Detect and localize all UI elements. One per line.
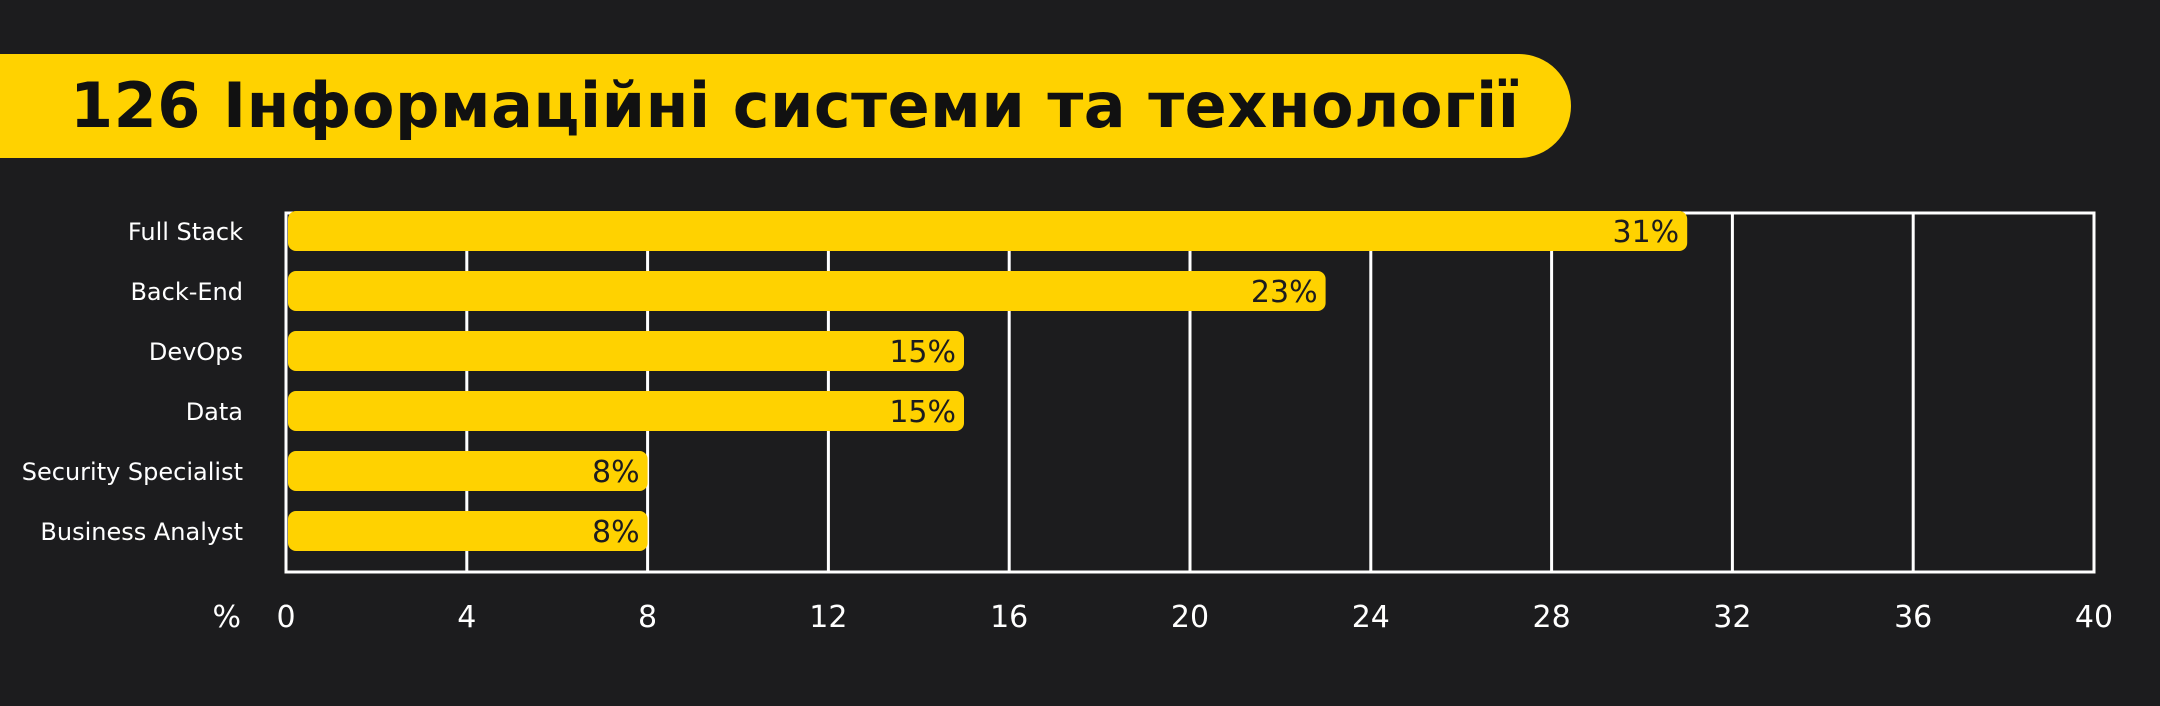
x-tick-label: 4 xyxy=(457,600,476,635)
x-tick-label: 28 xyxy=(1533,600,1571,635)
x-tick-label: 8 xyxy=(638,600,657,635)
x-axis-label: % xyxy=(212,600,241,635)
bar xyxy=(288,331,964,371)
bar-value-label: 23% xyxy=(1251,275,1318,310)
bar-value-label: 31% xyxy=(1613,215,1680,250)
bar-value-label: 8% xyxy=(592,515,640,550)
category-label: Business Analyst xyxy=(40,518,243,546)
x-tick-label: 20 xyxy=(1171,600,1209,635)
page-title: 126 Інформаційні системи та технології xyxy=(70,69,1520,142)
category-label: Back-End xyxy=(130,278,243,306)
x-tick-label: 24 xyxy=(1352,600,1390,635)
bar-value-label: 15% xyxy=(889,395,956,430)
bar xyxy=(288,391,964,431)
x-tick-label: 0 xyxy=(276,600,295,635)
x-tick-label: 16 xyxy=(990,600,1028,635)
bar-value-label: 15% xyxy=(889,335,956,370)
x-tick-label: 36 xyxy=(1894,600,1932,635)
title-banner: 126 Інформаційні системи та технології xyxy=(0,54,1571,158)
x-tick-label: 40 xyxy=(2075,600,2113,635)
bar-value-label: 8% xyxy=(592,455,640,490)
bar xyxy=(288,511,648,551)
bar xyxy=(288,271,1326,311)
bar xyxy=(288,451,648,491)
x-tick-label: 12 xyxy=(809,600,847,635)
category-label: Full Stack xyxy=(128,218,243,246)
x-tick-label: 32 xyxy=(1713,600,1751,635)
category-label: DevOps xyxy=(149,338,243,366)
bar xyxy=(288,211,1688,251)
category-label: Security Specialist xyxy=(22,458,243,486)
category-label: Data xyxy=(186,398,243,426)
